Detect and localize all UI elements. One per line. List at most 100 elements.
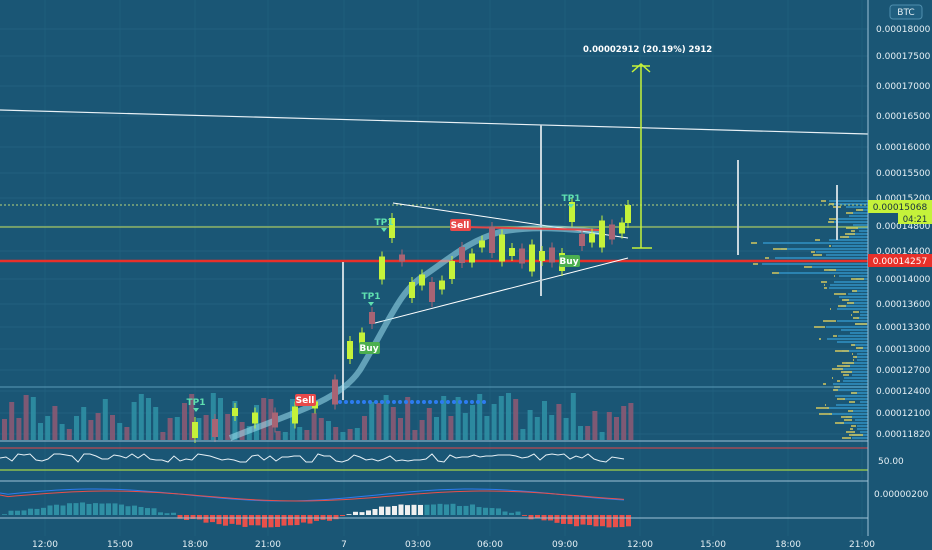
volume-bar (218, 398, 223, 440)
macd-histogram-bar (242, 515, 248, 527)
profile-bar (855, 356, 868, 358)
volume-bar (2, 419, 7, 440)
macd-histogram-bar (431, 504, 436, 515)
macd-histogram-bar (125, 506, 131, 515)
candle-body (272, 412, 278, 428)
tp-marker (193, 408, 199, 412)
price-tick-label: 0.00015500 (876, 169, 931, 179)
macd-histogram-bar (60, 505, 66, 515)
volume-bar (153, 407, 159, 440)
price-tick-label: 0.00015200 (876, 194, 931, 204)
macd-histogram-bar (223, 515, 228, 526)
sell-level-line (463, 226, 601, 231)
volume-bar (261, 398, 267, 440)
profile-bar (852, 290, 857, 292)
time-tick-label: 7 (341, 540, 347, 550)
profile-bar (832, 377, 833, 379)
macd-histogram-bar (138, 506, 144, 515)
candle-body (429, 282, 435, 302)
macd-histogram-bar (444, 504, 449, 515)
profile-bar (804, 266, 812, 268)
price-tick-label: 0.00013300 (876, 323, 931, 333)
volume-bar (419, 420, 425, 440)
volume-bar (146, 398, 151, 440)
macd-histogram-bar (288, 515, 293, 526)
macd-pane (0, 488, 631, 528)
macd-histogram-bar (294, 515, 300, 526)
macd-histogram-bar (340, 515, 345, 517)
macd-histogram-bar (424, 504, 430, 515)
price-tick-label: 0.00012700 (876, 366, 931, 376)
macd-histogram-bar (268, 515, 274, 528)
macd-histogram-bar (73, 503, 79, 515)
profile-bar (837, 398, 845, 400)
candle-body (469, 253, 475, 263)
profile-bar (860, 314, 868, 316)
macd-histogram-bar (418, 504, 423, 515)
svg-text:0.00014257: 0.00014257 (873, 257, 927, 267)
profile-bar (837, 380, 840, 382)
stop-dot (446, 400, 450, 404)
profile-bar (833, 383, 868, 385)
macd-histogram-bar (236, 515, 241, 525)
macd-histogram-bar (502, 511, 508, 515)
profile-bar (857, 353, 868, 355)
macd-histogram-bar (450, 503, 456, 515)
candle-body (589, 233, 595, 243)
candle-body (409, 282, 415, 298)
volume-bar (131, 402, 137, 440)
profile-bar (823, 320, 836, 322)
profile-bar (853, 317, 859, 319)
profile-bar (846, 431, 855, 433)
candle-body (479, 240, 485, 248)
volume-bar (477, 394, 483, 440)
macd-histogram-bar (372, 509, 378, 515)
macd-histogram-bar (411, 504, 417, 515)
macd-histogram-bar (600, 515, 605, 527)
volume-bar (498, 396, 504, 440)
profile-bar (847, 302, 854, 304)
stop-dot (356, 400, 360, 404)
time-tick-label: 21:00 (255, 540, 281, 550)
volume-bar (102, 399, 108, 440)
stop-dot (464, 400, 468, 404)
price-tick-label: 0.00016000 (876, 143, 931, 153)
symbol-badge[interactable]: BTC (889, 4, 923, 20)
volume-bar (59, 424, 65, 440)
volume-profile (751, 200, 868, 439)
volume-bar (189, 394, 195, 440)
stop-dot (344, 400, 348, 404)
sell-signal-label: Sell (451, 221, 470, 231)
macd-histogram-bar (333, 515, 339, 520)
profile-bar (860, 431, 868, 433)
profile-bar (856, 209, 863, 211)
candle-body (192, 422, 198, 438)
macd-histogram-bar (80, 502, 85, 515)
candle-body (369, 312, 375, 324)
macd-histogram-bar (15, 510, 20, 515)
profile-bar (842, 350, 868, 352)
macd-histogram-bar (359, 512, 365, 515)
profile-bar (830, 284, 868, 286)
stop-dot (368, 400, 372, 404)
time-tick-label: 15:00 (700, 540, 726, 550)
volume-bar (74, 416, 79, 440)
macd-histogram-bar (41, 507, 46, 515)
profile-bar (851, 344, 855, 346)
macd-histogram-bar (54, 504, 59, 515)
profile-bar (819, 338, 821, 340)
volume-bar (311, 413, 317, 440)
profile-bar (851, 230, 855, 232)
profile-bar (856, 227, 868, 229)
profile-bar (816, 407, 829, 409)
volume-bar (167, 418, 173, 440)
macd-histogram-bar (210, 515, 215, 523)
profile-bar (841, 416, 852, 418)
candle-body (529, 244, 535, 272)
volume-bar (38, 423, 43, 440)
profile-bar (857, 359, 868, 361)
profile-bar (837, 368, 868, 370)
macd-histogram-bar (307, 515, 313, 524)
profile-bar (826, 254, 868, 256)
